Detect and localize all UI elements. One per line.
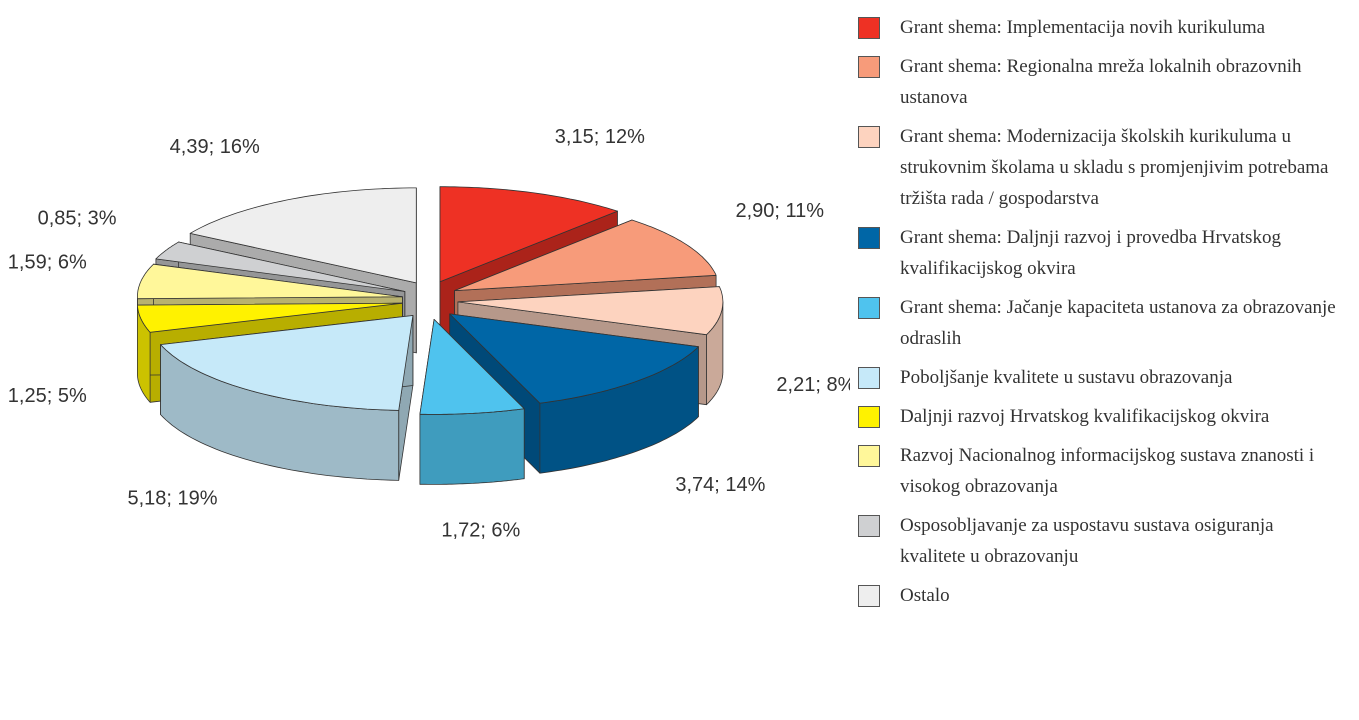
slice bbox=[439, 186, 618, 283]
value-label: 2,90; 11% bbox=[735, 200, 824, 222]
legend-entry: Grant shema: Implementacija novih kuriku… bbox=[858, 12, 1336, 43]
slice bbox=[419, 319, 525, 415]
value-label: 4,39; 16% bbox=[170, 136, 260, 158]
legend-swatch bbox=[858, 56, 880, 78]
legend-entry: Grant shema: Jačanje kapaciteta ustanova… bbox=[858, 292, 1336, 354]
legend-entry: Grant shema: Modernizacija školskih kuri… bbox=[858, 121, 1336, 214]
legend-label: Grant shema: Jačanje kapaciteta ustanova… bbox=[900, 297, 1336, 349]
value-label: 2,21; 8% bbox=[776, 374, 850, 396]
value-label: 1,25; 5% bbox=[8, 385, 87, 407]
legend-swatch bbox=[858, 126, 880, 148]
legend-swatch bbox=[858, 367, 880, 389]
legend-label: Razvoj Nacionalnog informacijskog sustav… bbox=[900, 445, 1315, 497]
legend-label: Poboljšanje kvalitete u sustavu obrazova… bbox=[900, 367, 1233, 388]
legend-swatch bbox=[858, 406, 880, 428]
legend-entry: Daljnji razvoj Hrvatskog kvalifikacijsko… bbox=[858, 401, 1336, 432]
legend-swatch bbox=[858, 515, 880, 537]
slice bbox=[189, 187, 417, 284]
legend-label: Ostalo bbox=[900, 585, 950, 606]
legend-swatch bbox=[858, 585, 880, 607]
legend-label: Grant shema: Implementacija novih kuriku… bbox=[900, 17, 1266, 38]
legend-entry: Grant shema: Daljnji razvoj i provedba H… bbox=[858, 222, 1336, 284]
legend-entry: Razvoj Nacionalnog informacijskog sustav… bbox=[858, 440, 1336, 502]
legend-swatch bbox=[858, 445, 880, 467]
legend-label: Grant shema: Regionalna mreža lokalnih o… bbox=[900, 56, 1302, 108]
value-label: 0,85; 3% bbox=[38, 207, 117, 229]
legend-entry: Ostalo bbox=[858, 580, 1336, 611]
legend-label: Grant shema: Daljnji razvoj i provedba H… bbox=[900, 227, 1281, 279]
value-label: 1,59; 6% bbox=[8, 251, 87, 273]
legend-entry: Poboljšanje kvalitete u sustavu obrazova… bbox=[858, 362, 1336, 393]
legend-label: Osposobljavanje za uspostavu sustava osi… bbox=[900, 515, 1274, 567]
value-label: 3,15; 12% bbox=[555, 126, 645, 148]
value-label: 3,74; 14% bbox=[675, 474, 765, 496]
slice bbox=[454, 219, 717, 291]
legend-swatch bbox=[858, 297, 880, 319]
legend-label: Grant shema: Modernizacija školskih kuri… bbox=[900, 126, 1329, 209]
value-label: 1,72; 6% bbox=[441, 520, 520, 542]
slice bbox=[160, 315, 414, 411]
value-label: 5,18; 19% bbox=[127, 487, 217, 509]
slice bbox=[449, 313, 699, 404]
legend-label: Daljnji razvoj Hrvatskog kvalifikacijsko… bbox=[900, 406, 1270, 427]
slice bbox=[137, 263, 403, 300]
slice bbox=[457, 286, 724, 336]
slice bbox=[137, 302, 403, 333]
legend: Grant shema: Implementacija novih kuriku… bbox=[858, 12, 1336, 619]
legend-entry: Osposobljavanje za uspostavu sustava osi… bbox=[858, 510, 1336, 572]
pie-chart: 3,15; 12% 2,90; 11% 2,21; 8% 3,74; 14% 1,72;… bbox=[8, 126, 850, 542]
slice bbox=[155, 241, 406, 292]
legend-entry: Grant shema: Regionalna mreža lokalnih o… bbox=[858, 51, 1336, 113]
legend-swatch bbox=[858, 227, 880, 249]
legend-swatch bbox=[858, 17, 880, 39]
slice-wall bbox=[419, 408, 525, 485]
